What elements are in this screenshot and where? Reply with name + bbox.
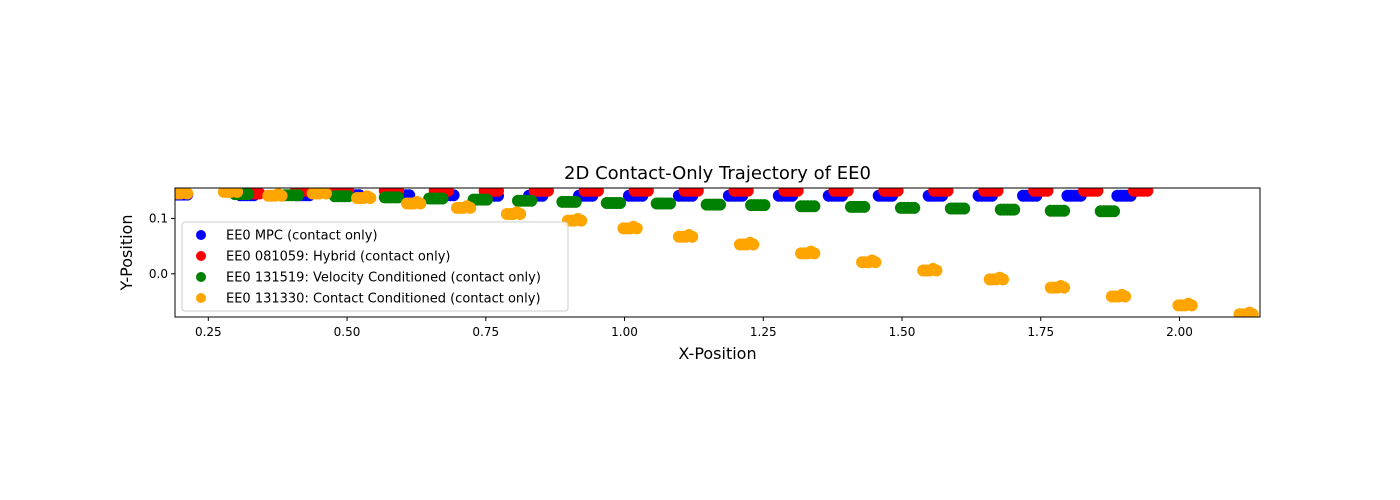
data-point [541, 188, 554, 197]
data-point [930, 264, 943, 277]
x-tick-label: 1.25 [750, 325, 777, 339]
data-point [181, 188, 194, 200]
y-axis: 0.1 0.0 [149, 211, 175, 281]
data-point [1185, 299, 1198, 312]
data-point [664, 197, 677, 210]
data-point [242, 188, 255, 201]
data-point [941, 188, 954, 197]
data-point [480, 193, 493, 206]
data-point [569, 195, 582, 208]
x-tick-label: 1.00 [611, 325, 638, 339]
data-point [492, 188, 505, 197]
data-point [1058, 281, 1071, 294]
chart-title: 2D Contact-Only Trajectory of EE0 [564, 163, 871, 184]
data-point [741, 188, 754, 197]
data-point [525, 194, 538, 207]
data-point [713, 198, 726, 211]
data-point [392, 191, 405, 204]
data-point [858, 200, 871, 213]
data-point [436, 192, 449, 205]
legend-label: EE0 131519: Velocity Conditioned (contac… [226, 271, 541, 286]
x-tick-label: 0.50 [334, 325, 361, 339]
legend-marker [196, 293, 206, 303]
data-point [364, 191, 377, 204]
data-point [614, 196, 627, 209]
legend-marker [196, 230, 206, 240]
series-2-points [228, 188, 1121, 218]
legend-box [181, 221, 569, 312]
data-point [1008, 203, 1021, 216]
series-3-points [175, 188, 1259, 317]
x-tick-label: 0.75 [472, 325, 499, 339]
y-tick-label: 0.0 [149, 267, 168, 281]
data-point [991, 188, 1004, 197]
x-tick-label: 2.00 [1166, 325, 1193, 339]
legend-marker [196, 272, 206, 282]
data-point [758, 199, 771, 212]
legend-label: EE0 081059: Hybrid (contact only) [226, 250, 450, 265]
data-point [1058, 204, 1071, 217]
legend-marker [196, 251, 206, 261]
data-point [869, 256, 882, 269]
data-point [464, 201, 477, 214]
data-point [319, 188, 332, 200]
data-point [1108, 205, 1121, 218]
legend-label: EE0 131330: Contact Conditioned (contact… [226, 292, 541, 307]
data-point [1141, 188, 1154, 197]
data-point [686, 230, 699, 243]
legend: EE0 MPC (contact only) EE0 081059: Hybrid… [181, 221, 569, 312]
data-point [514, 208, 527, 221]
data-point [841, 188, 854, 197]
data-point [591, 188, 604, 197]
data-point [891, 188, 904, 197]
data-point [908, 201, 921, 214]
data-point [997, 273, 1010, 286]
data-point [342, 190, 355, 203]
data-point [1246, 308, 1259, 317]
data-point [1119, 290, 1132, 303]
data-point [575, 214, 588, 227]
data-point [808, 200, 821, 213]
data-point [630, 222, 643, 235]
x-tick-label: 1.75 [1027, 325, 1054, 339]
data-point [641, 188, 654, 197]
data-point [691, 188, 704, 197]
data-point [791, 188, 804, 197]
x-tick-label: 1.50 [889, 325, 916, 339]
plot-frame [174, 187, 1261, 318]
x-tick-label: 0.25 [195, 325, 222, 339]
points-layer [175, 188, 1259, 317]
y-tick-label: 0.1 [149, 211, 168, 225]
x-axis: 0.25 0.50 0.75 1.00 1.25 1.50 1.75 2.00 [195, 317, 1193, 339]
y-axis-title: Y-Position [117, 215, 136, 292]
x-axis-title: X-Position [678, 344, 756, 363]
data-point [1091, 188, 1104, 197]
legend-label: EE0 MPC (contact only) [226, 229, 378, 244]
data-point [275, 189, 288, 202]
data-point [1041, 188, 1054, 197]
data-point [747, 238, 760, 251]
data-point [231, 188, 244, 198]
data-point [958, 202, 971, 215]
data-point [414, 197, 427, 210]
data-point [808, 247, 821, 260]
data-point [292, 189, 305, 202]
